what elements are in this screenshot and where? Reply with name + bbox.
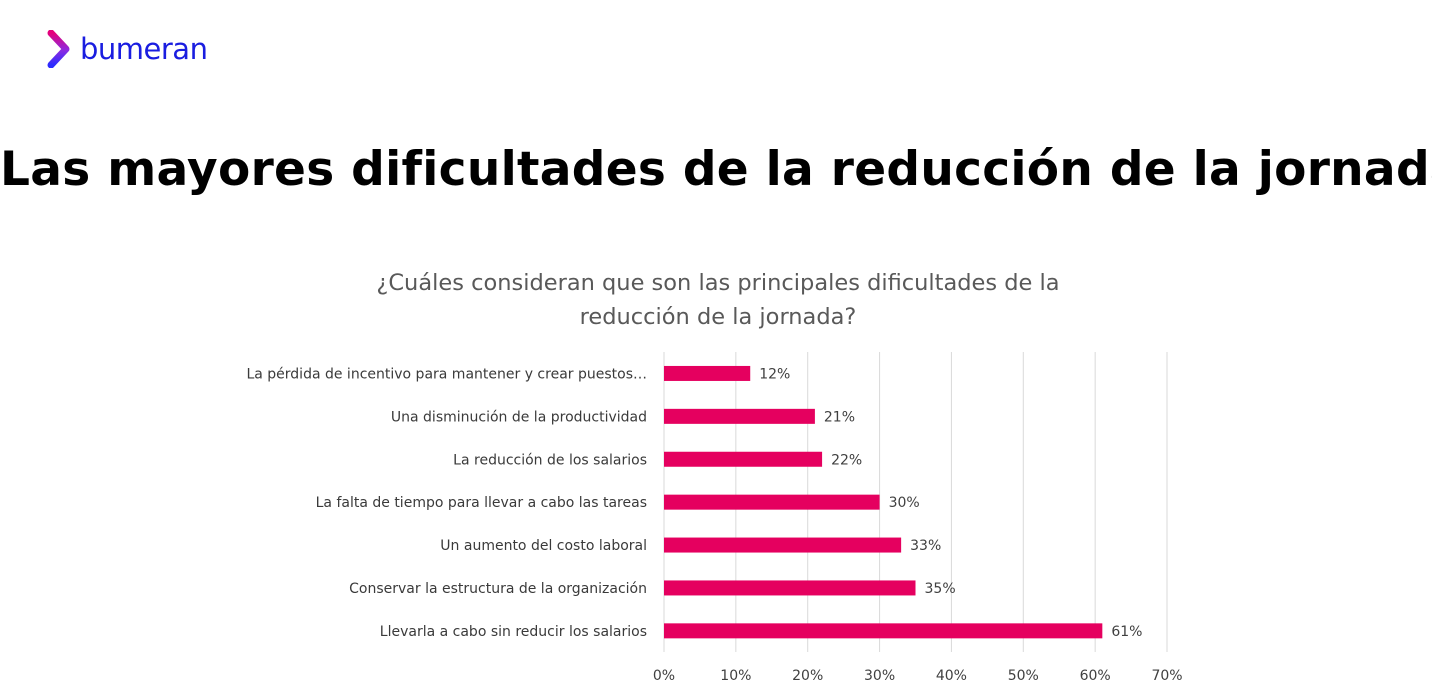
data-label: 33% <box>910 538 941 554</box>
bumeran-chevron-icon <box>47 30 70 68</box>
category-label: Una disminución de la productividad <box>391 409 647 425</box>
data-label: 21% <box>824 409 855 425</box>
category-label: Un aumento del costo laboral <box>440 538 647 554</box>
chart-title: ¿Cuáles consideran que son las principal… <box>318 266 1118 334</box>
bumeran-logo: bumeran <box>46 28 208 70</box>
bar <box>664 494 880 510</box>
category-label: La falta de tiempo para llevar a cabo la… <box>316 495 647 511</box>
logo-wordmark: bumeran <box>80 31 208 66</box>
x-tick-label: 40% <box>936 668 967 684</box>
x-tick-label: 10% <box>720 668 751 684</box>
bar <box>664 580 916 596</box>
x-tick-label: 50% <box>1008 668 1039 684</box>
chart-title-line-1: ¿Cuáles consideran que son las principal… <box>376 270 1060 296</box>
data-label: 35% <box>925 581 956 597</box>
category-label: La pérdida de incentivo para mantener y … <box>246 366 647 382</box>
bar <box>664 365 751 381</box>
bar <box>664 537 902 553</box>
chart-title-line-2: reducción de la jornada? <box>579 304 857 330</box>
data-label: 22% <box>831 452 862 468</box>
category-label: Conservar la estructura de la organizaci… <box>349 581 647 597</box>
data-label: 12% <box>759 366 790 382</box>
data-label: 30% <box>889 495 920 511</box>
x-tick-label: 0% <box>653 668 675 684</box>
x-tick-label: 70% <box>1151 668 1182 684</box>
bar <box>664 408 815 424</box>
x-tick-label: 30% <box>864 668 895 684</box>
page-title: Las mayores dificultades de la reducción… <box>0 142 1432 197</box>
data-label: 61% <box>1111 624 1142 640</box>
category-label: La reducción de los salarios <box>453 452 647 468</box>
bar <box>664 451 823 467</box>
x-tick-label: 20% <box>792 668 823 684</box>
x-tick-label: 60% <box>1080 668 1111 684</box>
bar <box>664 623 1103 639</box>
category-label: Llevarla a cabo sin reducir los salarios <box>380 624 647 640</box>
